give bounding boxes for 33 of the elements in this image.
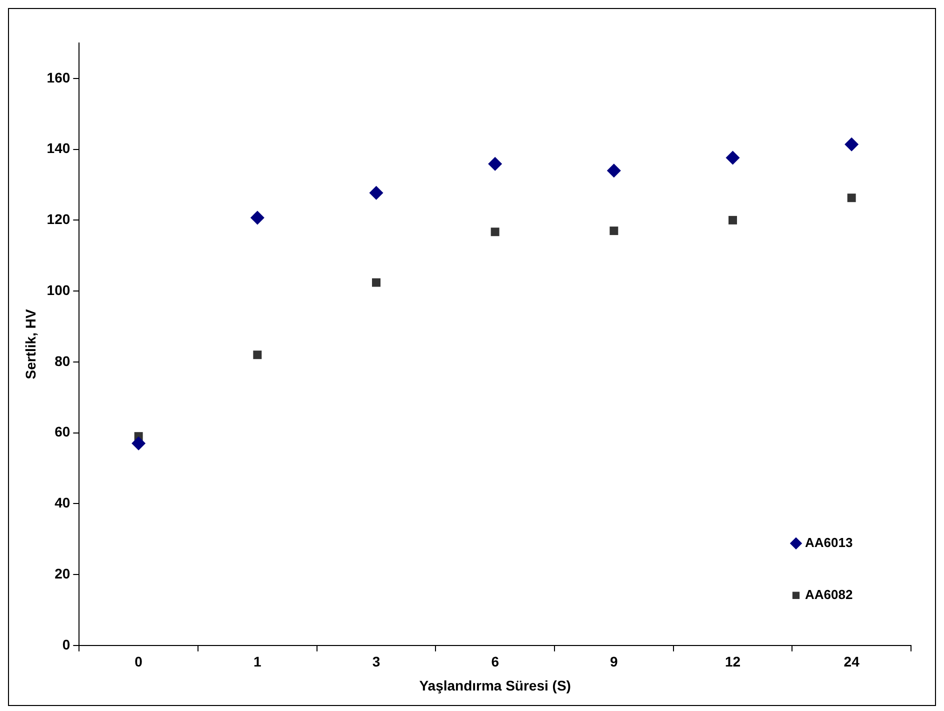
point (847, 194, 856, 202)
point (606, 164, 621, 178)
x-tick-label: 6 (491, 654, 500, 670)
point (844, 137, 859, 152)
x-tick-label: 3 (372, 654, 380, 670)
point (726, 150, 740, 165)
y-tick-label: 0 (62, 636, 70, 652)
y-tick-label: 60 (54, 424, 70, 440)
x-tick-label: 1 (254, 654, 262, 670)
point (490, 228, 500, 236)
point (488, 156, 502, 171)
point (369, 186, 384, 200)
legend-label: AA6082 (805, 586, 853, 602)
y-tick-label: 20 (54, 565, 70, 582)
y-tick-label: 140 (46, 140, 70, 156)
x-tick-label: 0 (134, 654, 143, 670)
x-tick-label: 24 (844, 654, 860, 670)
legend-label: AA6013 (805, 534, 853, 550)
point (132, 436, 146, 450)
point (253, 350, 262, 360)
x-axis-title: Yaşlandırma Süresi (S) (419, 677, 571, 694)
y-tick-label: 80 (54, 352, 70, 369)
y-tick-label: 120 (46, 211, 70, 228)
y-tick-label: 100 (46, 282, 70, 298)
point (250, 210, 264, 225)
y-tick-label: 160 (46, 69, 70, 86)
y-tick-label: 40 (54, 494, 70, 511)
x-tick-label: 12 (724, 654, 741, 670)
y-axis-title: Sertlik, HV (22, 308, 38, 380)
point (728, 216, 737, 224)
x-tick-label: 9 (610, 654, 618, 670)
point (372, 278, 380, 287)
point (610, 226, 618, 236)
